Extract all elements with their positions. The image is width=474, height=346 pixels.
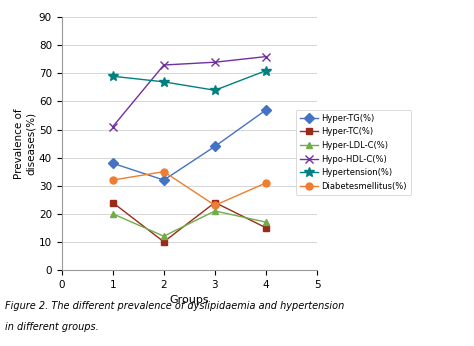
Legend: Hyper-TG(%), Hyper-TC(%), Hyper-LDL-C(%), Hypo-HDL-C(%), Hypertension(%), Diabet: Hyper-TG(%), Hyper-TC(%), Hyper-LDL-C(%)… [296, 110, 411, 195]
Line: Hyper-TG(%): Hyper-TG(%) [109, 107, 270, 183]
Diabetesmellitus(%) [110, 178, 116, 182]
Text: Figure 2. The different prevalence of dyslipidaemia and hypertension: Figure 2. The different prevalence of dy… [5, 301, 344, 311]
Hypo-HDL-C(%) [263, 55, 269, 59]
X-axis label: Groups: Groups [170, 295, 209, 305]
Line: Hypo-HDL-C(%): Hypo-HDL-C(%) [109, 53, 270, 131]
Hyper-LDL-C(%) [110, 212, 116, 216]
Diabetesmellitus(%) [161, 170, 167, 174]
Hyper-LDL-C(%) [263, 220, 269, 224]
Diabetesmellitus(%) [263, 181, 269, 185]
Hyper-TC(%) [263, 226, 269, 230]
Hypo-HDL-C(%) [161, 63, 167, 67]
Y-axis label: Prevalence of
diseases(%): Prevalence of diseases(%) [14, 108, 36, 179]
Hyper-TG(%) [212, 144, 218, 148]
Line: Hyper-LDL-C(%): Hyper-LDL-C(%) [109, 208, 270, 240]
Hypertension(%) [110, 74, 116, 78]
Line: Diabetesmellitus(%): Diabetesmellitus(%) [109, 168, 270, 209]
Line: Hypertension(%): Hypertension(%) [108, 66, 271, 95]
Hypo-HDL-C(%) [212, 60, 218, 64]
Hyper-TG(%) [263, 108, 269, 112]
Hypertension(%) [263, 69, 269, 73]
Hyper-LDL-C(%) [212, 209, 218, 213]
Hyper-TC(%) [212, 200, 218, 204]
Hyper-TC(%) [161, 240, 167, 244]
Hyper-TG(%) [110, 161, 116, 165]
Hypertension(%) [161, 80, 167, 84]
Hyper-TC(%) [110, 200, 116, 204]
Diabetesmellitus(%) [212, 203, 218, 207]
Line: Hyper-TC(%): Hyper-TC(%) [109, 199, 270, 245]
Hyper-TG(%) [161, 178, 167, 182]
Hypertension(%) [212, 88, 218, 92]
Text: in different groups.: in different groups. [5, 322, 99, 332]
Hypo-HDL-C(%) [110, 125, 116, 129]
Hyper-LDL-C(%) [161, 234, 167, 238]
